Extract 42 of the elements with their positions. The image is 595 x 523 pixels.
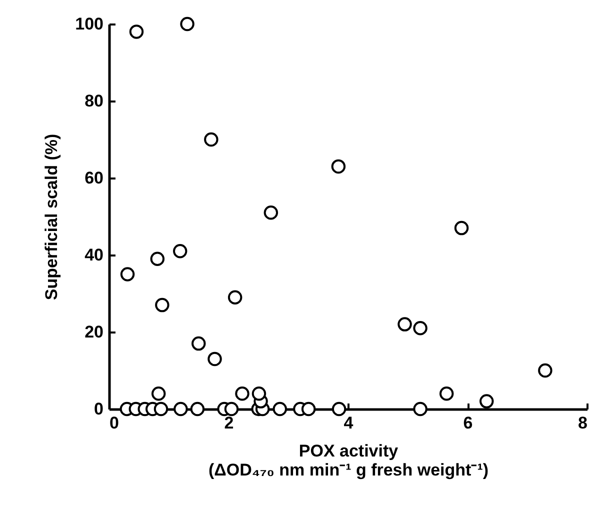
- x-tick-label: 4: [344, 414, 354, 432]
- point: [208, 352, 222, 366]
- y-tick-label: 0: [94, 400, 104, 418]
- point: [190, 402, 205, 416]
- point: [272, 402, 288, 416]
- y-axis-title: Superficial scald (%): [42, 134, 62, 300]
- x-tick-label: 2: [224, 414, 234, 432]
- y-tick-label: 40: [84, 246, 104, 264]
- point: [129, 24, 144, 39]
- y-tick-label: 20: [84, 322, 104, 342]
- point: [332, 402, 346, 416]
- x-tick-label: 0: [110, 414, 119, 432]
- point: [331, 159, 346, 174]
- point: [228, 290, 242, 304]
- y-tick-label: 80: [84, 92, 104, 110]
- x-tick-label: 6: [463, 414, 473, 432]
- point: [151, 386, 166, 401]
- point: [264, 206, 278, 220]
- point: [172, 244, 188, 258]
- point: [120, 267, 135, 282]
- point: [413, 321, 428, 336]
- point: [235, 386, 250, 401]
- point: [204, 132, 218, 147]
- point: [479, 394, 494, 408]
- point: [180, 16, 194, 32]
- point: [174, 402, 188, 416]
- point: [150, 252, 165, 266]
- point: [154, 402, 168, 416]
- y-tick-label: 60: [84, 168, 104, 188]
- point: [538, 363, 552, 378]
- point: [224, 402, 239, 416]
- point: [301, 402, 316, 416]
- point: [155, 298, 170, 312]
- point: [398, 317, 412, 332]
- point: [454, 220, 469, 236]
- point: [439, 386, 454, 401]
- point: [413, 402, 428, 416]
- y-tick-label: 100: [75, 14, 104, 34]
- x-axis-title: POX activity (ΔOD₄₇₀ nm min⁻¹ g fresh weight⁻¹): [208, 442, 489, 480]
- point: [192, 336, 206, 351]
- x-tick-label: 8: [578, 414, 588, 432]
- point: [252, 386, 266, 401]
